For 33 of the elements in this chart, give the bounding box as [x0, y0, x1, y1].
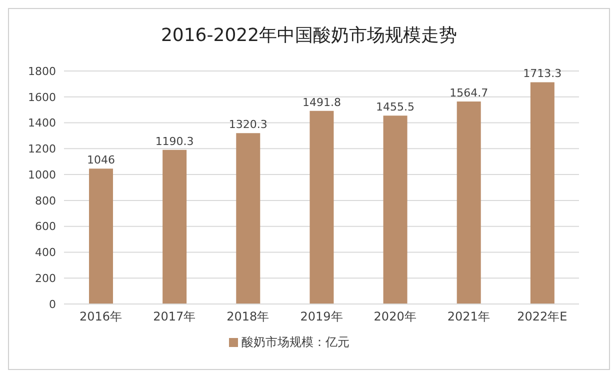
- x-tick-label: 2020年: [374, 310, 416, 324]
- bar: [383, 116, 408, 304]
- data-label: 1713.3: [523, 67, 562, 80]
- y-tick-label: 600: [35, 220, 56, 234]
- y-tick-label: 200: [35, 272, 56, 286]
- data-label: 1046: [87, 154, 115, 167]
- y-tick-label: 1600: [28, 90, 56, 104]
- data-label: 1190.3: [155, 134, 194, 148]
- bar: [89, 168, 113, 304]
- x-tick-label: 2021年: [447, 310, 490, 324]
- data-label: 1491.8: [302, 96, 341, 109]
- x-tick-label: 2019年: [300, 310, 343, 324]
- bar: [236, 133, 260, 304]
- data-label: 1320.3: [228, 118, 268, 132]
- bar: [530, 82, 554, 304]
- y-tick-label: 800: [35, 194, 56, 208]
- x-tick-label: 2018年: [226, 310, 270, 324]
- data-label: 1455.5: [376, 100, 415, 114]
- chart-title: 2016-2022年中国酸奶市场规模走势: [160, 24, 458, 48]
- data-label: 1564.7: [450, 86, 488, 100]
- legend-label: 酸奶市场规模：亿元: [242, 335, 350, 349]
- y-tick-label: 1400: [28, 116, 56, 130]
- y-tick-label: 1200: [28, 142, 56, 156]
- y-tick-label: 0: [49, 298, 56, 311]
- x-tick-label: 2022年E: [517, 310, 568, 324]
- bar: [456, 101, 481, 304]
- x-tick-label: 2016年: [80, 310, 122, 324]
- y-tick-label: 1800: [28, 64, 56, 78]
- x-tick-label: 2017年: [153, 310, 196, 324]
- bar: [162, 150, 187, 304]
- y-tick-label: 1000: [28, 168, 56, 182]
- bar: [310, 110, 334, 304]
- y-tick-label: 400: [35, 246, 56, 260]
